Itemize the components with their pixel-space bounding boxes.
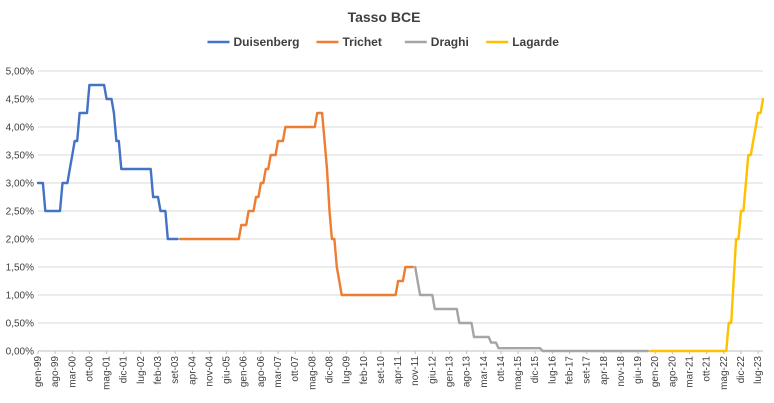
x-tick-label: ott-21: [702, 356, 713, 382]
x-tick-label: dic-15: [530, 356, 541, 384]
x-tick-label: ott-00: [84, 356, 95, 382]
y-tick-label: 4,00%: [6, 123, 34, 134]
series-lines: [36, 83, 765, 353]
x-tick-label: giu-12: [427, 356, 438, 384]
chart-title: Tasso BCE: [348, 9, 421, 25]
x-tick-label: nov-11: [410, 356, 421, 386]
x-tick-label: dic-22: [736, 356, 747, 384]
x-tick-label: mar-14: [479, 356, 490, 388]
x-tick-label: gen-13: [444, 356, 455, 388]
x-tick-label: mag-08: [307, 356, 318, 390]
x-tick-label: ott-07: [290, 356, 301, 382]
x-tick-label: dic-01: [119, 356, 130, 384]
legend-label: Trichet: [343, 35, 382, 49]
x-tick-label: feb-03: [153, 356, 164, 385]
gridlines: [38, 70, 763, 352]
x-axis-ticks: gen-99 ago-99 mar-00 ott-00 mag-01 dic-01 lug-…: [33, 351, 764, 390]
x-tick-label: dic-08: [324, 356, 335, 384]
x-tick-label: gen-20: [650, 356, 661, 388]
x-tick-label: ago-06: [256, 356, 267, 388]
x-tick-label: lug-02: [136, 356, 147, 384]
x-tick-label: set-10: [376, 356, 387, 384]
x-tick-label: ago-99: [50, 356, 61, 388]
y-tick-label: 5,00%: [6, 67, 34, 78]
x-tick-label: mag-15: [513, 356, 524, 390]
x-tick-label: set-17: [582, 356, 593, 384]
y-tick-label: 0,00%: [6, 347, 34, 358]
x-tick-label: apr-04: [187, 356, 198, 385]
series-line-duisenberg: [36, 83, 179, 241]
x-tick-label: nov-18: [616, 356, 627, 387]
legend-item-lagarde: Lagarde: [486, 35, 559, 49]
x-tick-label: giu-19: [633, 356, 644, 384]
legend-item-trichet: Trichet: [316, 35, 382, 49]
x-tick-label: set-03: [170, 356, 181, 384]
legend: Duisenberg Trichet Draghi Lagarde: [207, 35, 559, 49]
y-axis-ticks: 0,00% 0,50% 1,00% 1,50% 2,00% 2,50% 3,00% 3,50%…: [6, 67, 34, 358]
x-tick-label: ago-13: [462, 356, 473, 388]
legend-item-duisenberg: Duisenberg: [207, 35, 300, 49]
x-tick-label: giu-05: [222, 356, 233, 384]
x-tick-label: feb-10: [359, 356, 370, 385]
series-line-lagarde: [649, 97, 765, 353]
y-tick-label: 1,50%: [6, 263, 34, 274]
y-tick-label: 1,00%: [6, 291, 34, 302]
x-tick-label: mag-22: [719, 356, 730, 390]
x-tick-label: feb-17: [565, 356, 576, 385]
x-tick-label: lug-16: [547, 356, 558, 384]
legend-item-draghi: Draghi: [404, 35, 469, 49]
series-line-draghi: [414, 265, 650, 353]
x-tick-label: gen-06: [239, 356, 250, 388]
x-tick-label: apr-11: [393, 356, 404, 385]
x-tick-label: lug-09: [342, 356, 353, 384]
x-tick-label: ott-14: [496, 356, 507, 382]
x-tick-label: mar-21: [685, 356, 696, 388]
legend-label: Lagarde: [512, 35, 559, 49]
y-tick-label: 3,00%: [6, 179, 34, 190]
y-tick-label: 0,50%: [6, 319, 34, 330]
x-tick-label: lug-23: [753, 356, 764, 384]
series-line-trichet: [178, 111, 414, 297]
legend-label: Duisenberg: [234, 35, 300, 49]
x-tick-label: mar-00: [67, 356, 78, 388]
y-tick-label: 2,00%: [6, 235, 34, 246]
x-tick-label: mag-01: [102, 356, 113, 390]
x-tick-label: gen-99: [33, 356, 44, 388]
x-tick-label: ago-20: [667, 356, 678, 388]
y-tick-label: 4,50%: [6, 95, 34, 106]
x-tick-label: apr-18: [599, 356, 610, 385]
x-tick-label: mar-07: [273, 356, 284, 388]
y-tick-label: 3,50%: [6, 151, 34, 162]
legend-label: Draghi: [431, 35, 469, 49]
y-tick-label: 2,50%: [6, 207, 34, 218]
x-tick-label: nov-04: [204, 356, 215, 387]
